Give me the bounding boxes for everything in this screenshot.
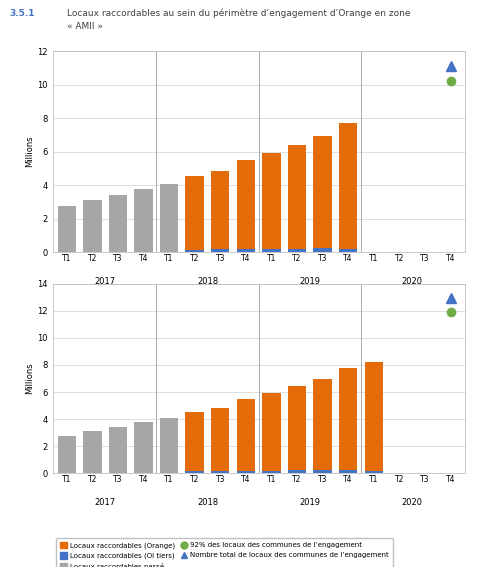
Bar <box>288 145 306 248</box>
Text: 2019: 2019 <box>299 498 320 507</box>
Bar <box>211 408 229 471</box>
Bar <box>262 153 281 249</box>
Text: 2020: 2020 <box>402 277 422 286</box>
Bar <box>109 195 127 252</box>
Bar <box>339 123 357 248</box>
Bar <box>262 249 281 252</box>
Y-axis label: Millions: Millions <box>25 363 34 394</box>
Bar <box>262 471 281 473</box>
Bar <box>160 418 178 473</box>
Bar <box>185 412 204 471</box>
Text: 2019: 2019 <box>299 277 320 286</box>
Bar <box>57 206 76 252</box>
Bar <box>211 249 229 252</box>
Text: 3.5.1: 3.5.1 <box>10 9 35 18</box>
Bar <box>134 189 153 252</box>
Bar <box>262 393 281 471</box>
Bar <box>160 184 178 252</box>
Text: 2017: 2017 <box>94 498 116 507</box>
Bar <box>109 428 127 473</box>
Bar <box>313 470 332 473</box>
Bar <box>237 160 255 249</box>
Text: 2018: 2018 <box>197 277 218 286</box>
Bar <box>83 200 102 252</box>
Bar <box>288 471 306 473</box>
Bar <box>339 248 357 252</box>
Bar <box>211 471 229 473</box>
Text: 2018: 2018 <box>197 498 218 507</box>
Bar <box>134 422 153 473</box>
Bar <box>313 136 332 248</box>
Bar <box>211 171 229 249</box>
Bar <box>185 176 204 250</box>
Bar <box>365 362 383 471</box>
Bar <box>237 249 255 252</box>
Bar <box>185 471 204 473</box>
Bar <box>57 436 76 473</box>
Legend: Locaux raccordables (Orange), Locaux raccordables (OI tiers), Locaux raccordable: Locaux raccordables (Orange), Locaux rac… <box>56 538 393 567</box>
Bar <box>313 248 332 252</box>
Bar <box>288 386 306 471</box>
Text: 2020: 2020 <box>402 498 422 507</box>
Bar <box>313 379 332 470</box>
Y-axis label: Millions: Millions <box>25 136 34 167</box>
Legend: Locaux raccordables passé, Locaux raccordables (OI tiers), Locaux raccordables (: Locaux raccordables passé, Locaux raccor… <box>56 312 412 349</box>
Text: 2017: 2017 <box>94 277 116 286</box>
Text: Locaux raccordables au sein du périmètre d’engagement d’Orange en zone
« AMII »: Locaux raccordables au sein du périmètre… <box>67 9 411 31</box>
Bar <box>237 471 255 473</box>
Bar <box>339 368 357 471</box>
Bar <box>185 250 204 252</box>
Bar <box>339 471 357 473</box>
Bar <box>237 399 255 471</box>
Bar <box>365 471 383 473</box>
Bar <box>83 431 102 473</box>
Bar <box>288 248 306 252</box>
